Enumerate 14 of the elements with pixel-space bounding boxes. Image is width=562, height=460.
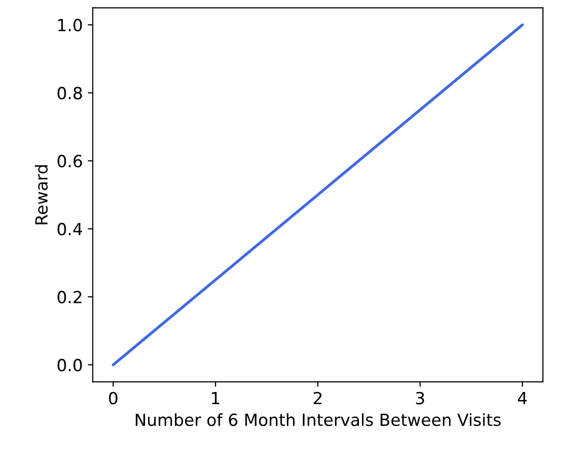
y-tick-label: 0.8 xyxy=(58,86,82,100)
x-tick-label: 1 xyxy=(212,392,220,404)
line-series xyxy=(112,23,524,366)
x-tick-label: 0 xyxy=(108,392,118,404)
x-axis-title: Number of 6 Month Intervals Between Visits xyxy=(136,413,501,426)
x-tick-label: 2 xyxy=(314,392,322,404)
y-axis-title: Reward xyxy=(34,165,48,224)
y-tick-label: 0.2 xyxy=(58,290,82,304)
y-tick-label: 0.0 xyxy=(58,358,82,372)
y-tick-label: 0.6 xyxy=(58,154,82,168)
x-tick-label: 3 xyxy=(416,392,424,404)
y-tick-label: 1.0 xyxy=(58,18,82,32)
x-tick-label: 4 xyxy=(518,392,527,404)
y-tick-label: 0.4 xyxy=(58,222,82,236)
